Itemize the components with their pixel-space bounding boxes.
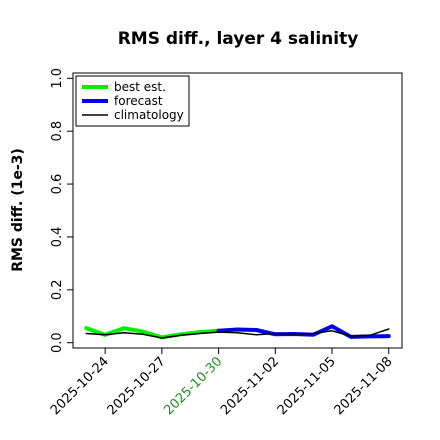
- y-axis-label: RMS diff. (1e-3): [10, 148, 26, 272]
- y-axis: 0.0 0.2 0.4 0.6 0.8 1.0: [50, 68, 73, 353]
- plot-frame: [72, 72, 403, 349]
- x-tick-label-group: 2025-11-02: [218, 354, 282, 418]
- legend-label-best-est: best est.: [114, 80, 166, 94]
- y-tick-label-group: 0.4: [50, 227, 65, 248]
- x-tick-label-group: 2025-10-30: [161, 354, 225, 418]
- y-tick-label: 0.4: [50, 227, 65, 248]
- y-axis-label-group: RMS diff. (1e-3): [10, 148, 26, 272]
- x-tick-label: 2025-11-08: [332, 354, 396, 418]
- y-tick-label: 0.0: [50, 332, 65, 353]
- y-tick-label: 0.8: [50, 121, 65, 142]
- x-tick-label-group: 2025-11-08: [332, 354, 396, 418]
- y-tick-label-group: 1.0: [50, 68, 65, 89]
- x-tick-label-group: 2025-10-24: [48, 354, 112, 418]
- x-tick-label: 2025-10-24: [48, 354, 112, 418]
- x-tick-label: 2025-10-27: [105, 354, 169, 418]
- y-tick-label: 1.0: [50, 68, 65, 89]
- x-axis: 2025-10-242025-10-272025-10-302025-11-02…: [48, 348, 396, 418]
- chart-title: RMS diff., layer 4 salinity: [118, 29, 359, 49]
- legend: best est. forecast climatology: [75, 75, 190, 127]
- y-tick-label: 0.6: [50, 174, 65, 195]
- x-tick-label: 2025-11-02: [218, 354, 282, 418]
- legend-label-forecast: forecast: [114, 94, 163, 108]
- legend-label-climatology: climatology: [114, 108, 184, 122]
- x-tick-label: 2025-10-30: [161, 354, 225, 418]
- y-tick-label-group: 0.8: [50, 121, 65, 142]
- y-tick-label-group: 0.0: [50, 332, 65, 353]
- y-tick-label: 0.2: [50, 279, 65, 300]
- y-tick-label-group: 0.2: [50, 279, 65, 300]
- series-layer: [84, 324, 391, 340]
- y-tick-label-group: 0.6: [50, 174, 65, 195]
- x-tick-label-group: 2025-11-05: [275, 354, 339, 418]
- x-tick-label-group: 2025-10-27: [105, 354, 169, 418]
- x-tick-label: 2025-11-05: [275, 354, 339, 418]
- series-line-climatology: [85, 328, 390, 339]
